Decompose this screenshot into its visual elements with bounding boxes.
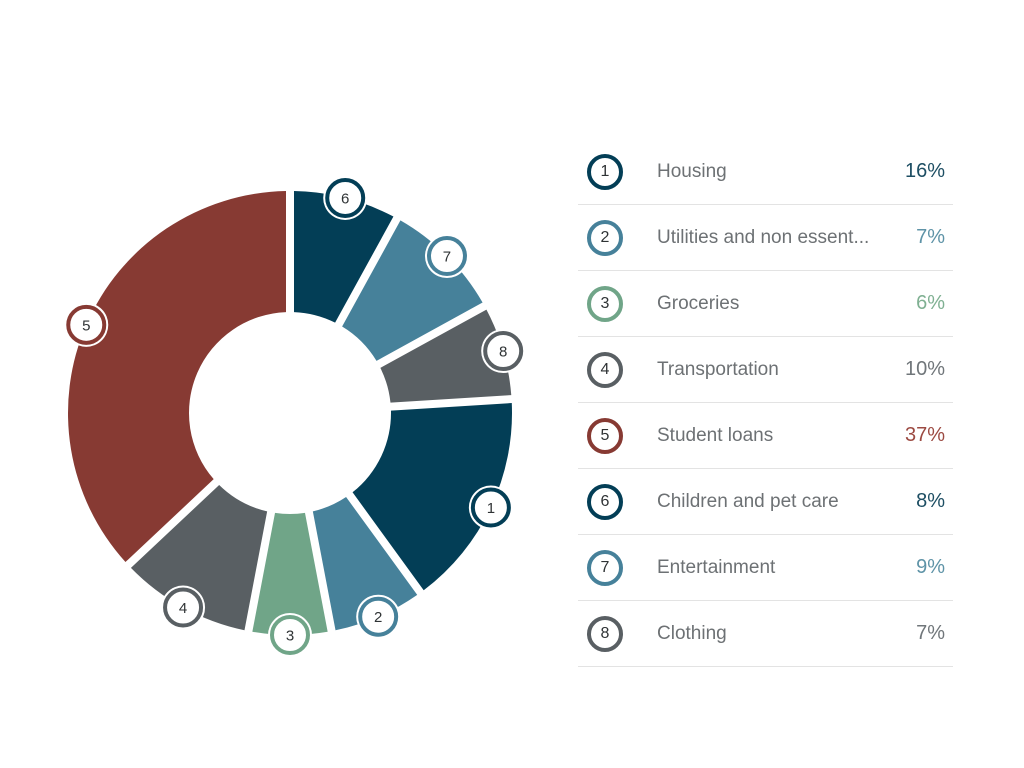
legend-marker-5: 5 bbox=[587, 417, 623, 454]
legend-marker-8: 8 bbox=[587, 615, 623, 652]
marker-ring bbox=[325, 177, 366, 218]
legend-marker-1: 1 bbox=[587, 153, 623, 190]
donut-slice-1[interactable] bbox=[352, 403, 513, 591]
marker-ring bbox=[270, 615, 310, 655]
legend-item-children-pet-care[interactable]: 6 Children and pet care 8% bbox=[578, 469, 953, 535]
marker-number: 4 bbox=[179, 600, 187, 617]
marker-ring bbox=[483, 331, 524, 372]
marker-number: 8 bbox=[499, 344, 507, 361]
marker-number: 7 bbox=[443, 249, 451, 266]
marker-ring bbox=[163, 587, 204, 628]
legend-value: 10% bbox=[904, 358, 945, 380]
marker-number: 1 bbox=[487, 500, 495, 517]
legend-marker-2: 2 bbox=[587, 219, 623, 256]
legend-label: Utilities and non essent... bbox=[657, 226, 870, 248]
legend-label: Student loans bbox=[657, 424, 774, 446]
donut-slice-8[interactable] bbox=[380, 309, 512, 403]
donut-slice-7[interactable] bbox=[342, 220, 483, 361]
slice-marker-4: 4 bbox=[161, 585, 206, 630]
legend-marker-4: 4 bbox=[587, 351, 623, 388]
donut-slice-2[interactable] bbox=[312, 497, 418, 631]
legend-value: 37% bbox=[904, 424, 945, 446]
legend-value: 6% bbox=[916, 292, 945, 314]
donut-chart: 1 2 3 4 5 6 7 8 bbox=[20, 143, 560, 683]
legend-item-student-loans[interactable]: 5 Student loans 37% bbox=[578, 403, 953, 469]
legend-value: 16% bbox=[904, 160, 945, 182]
legend-item-transportation[interactable]: 4 Transportation 10% bbox=[578, 337, 953, 403]
legend-marker-3: 3 bbox=[587, 285, 623, 322]
legend-marker-6: 6 bbox=[587, 483, 623, 520]
legend-item-clothing[interactable]: 8 Clothing 7% bbox=[578, 601, 953, 667]
legend-item-utilities[interactable]: 2 Utilities and non essent... 7% bbox=[578, 205, 953, 271]
legend-label: Housing bbox=[657, 160, 727, 182]
legend-label: Groceries bbox=[657, 292, 740, 314]
marker-ring bbox=[470, 487, 511, 528]
donut-slice-6[interactable] bbox=[294, 191, 394, 323]
legend-value: 8% bbox=[916, 490, 945, 512]
slice-marker-8: 8 bbox=[481, 329, 526, 374]
legend-label: Entertainment bbox=[657, 556, 776, 578]
legend-item-entertainment[interactable]: 7 Entertainment 9% bbox=[578, 535, 953, 601]
legend-label: Children and pet care bbox=[657, 490, 839, 512]
donut-slice-3[interactable] bbox=[252, 512, 328, 635]
marker-number: 3 bbox=[286, 628, 294, 645]
donut-chart-svg: 1 2 3 4 5 6 7 8 bbox=[64, 175, 526, 657]
slice-marker-5: 5 bbox=[64, 302, 109, 347]
marker-number: 5 bbox=[82, 317, 90, 334]
legend-label: Clothing bbox=[657, 622, 727, 644]
slice-marker-6: 6 bbox=[323, 175, 368, 220]
marker-number: 2 bbox=[374, 609, 382, 626]
slice-marker-7: 7 bbox=[424, 234, 469, 279]
slice-marker-3: 3 bbox=[268, 613, 312, 657]
legend-label: Transportation bbox=[657, 358, 779, 380]
marker-ring bbox=[358, 596, 399, 637]
donut-slice-4[interactable] bbox=[130, 485, 268, 631]
slice-marker-2: 2 bbox=[356, 594, 401, 639]
legend: 1 Housing 16% 2 Utilities and non essent… bbox=[578, 139, 953, 667]
legend-value: 7% bbox=[916, 226, 945, 248]
legend-item-housing[interactable]: 1 Housing 16% bbox=[578, 139, 953, 205]
marker-ring bbox=[426, 236, 467, 277]
legend-value: 7% bbox=[916, 622, 945, 644]
marker-number: 6 bbox=[341, 190, 349, 207]
donut-slice-5[interactable] bbox=[68, 191, 286, 563]
legend-item-groceries[interactable]: 3 Groceries 6% bbox=[578, 271, 953, 337]
legend-value: 9% bbox=[916, 556, 945, 578]
marker-ring bbox=[66, 304, 107, 345]
slice-marker-1: 1 bbox=[468, 485, 513, 530]
legend-marker-7: 7 bbox=[587, 549, 623, 586]
